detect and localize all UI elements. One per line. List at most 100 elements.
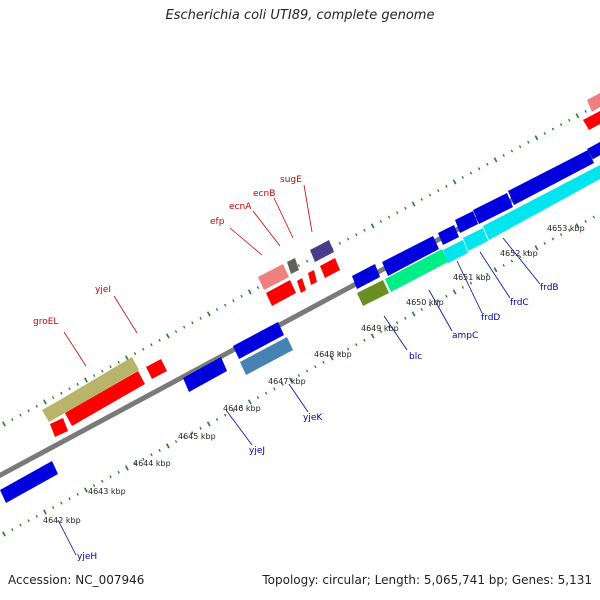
lower-tick-mark — [592, 215, 596, 219]
gene-feature-blc[interactable] — [357, 280, 389, 306]
gene-feature[interactable] — [352, 264, 380, 289]
lower-tick-mark — [420, 307, 423, 311]
upper-tick-mark — [109, 365, 112, 369]
upper-tick-mark — [101, 369, 104, 373]
gene-feature-ecna[interactable] — [297, 278, 306, 293]
lower-tick-mark — [150, 453, 153, 457]
gene-feature[interactable] — [438, 225, 459, 245]
gene-feature[interactable] — [183, 357, 227, 392]
gene-label-ecnb[interactable]: ecnB — [253, 189, 275, 199]
gene-feature[interactable] — [320, 258, 340, 278]
gene-label-blc[interactable]: blc — [409, 352, 422, 362]
upper-tick-mark — [232, 299, 235, 303]
gene-feature-yjek[interactable] — [240, 337, 293, 375]
gene-feature[interactable] — [587, 93, 600, 112]
lower-tick-mark — [469, 281, 473, 285]
gene-label-frdb[interactable]: frdB — [540, 283, 559, 293]
upper-tick-mark — [404, 206, 407, 210]
lower-tick-mark — [191, 431, 194, 435]
gene-feature-suge[interactable] — [310, 240, 334, 262]
lower-tick-mark — [329, 355, 334, 361]
upper-tick-mark — [363, 228, 366, 232]
gene-feature[interactable] — [308, 270, 317, 285]
gene-feature-yjeh[interactable] — [0, 461, 58, 503]
gene-feature[interactable] — [146, 359, 167, 379]
lower-tick-mark — [124, 465, 129, 471]
gene-feature[interactable] — [382, 236, 439, 276]
gene-label-frdc[interactable]: frdC — [510, 298, 529, 308]
gene-label-yjej[interactable]: yjeJ — [249, 446, 265, 456]
gene-feature[interactable] — [65, 371, 145, 426]
lower-tick-mark — [568, 228, 571, 232]
upper-tick-mark — [428, 193, 432, 197]
lower-tick-mark — [183, 435, 186, 439]
gene-feature[interactable] — [455, 211, 478, 233]
upper-tick-mark — [370, 223, 375, 229]
tick-label: 4647 kbp — [268, 377, 306, 386]
tick-labels: 4642 kbp 4643 kbp 4644 kbp 4645 kbp 4646… — [43, 224, 585, 525]
upper-tick-mark — [346, 237, 350, 241]
upper-tick-mark — [215, 308, 219, 312]
upper-tick-mark — [150, 343, 153, 347]
lower-tick-mark — [264, 391, 268, 395]
upper-tick-mark — [338, 241, 342, 245]
gene-label-efp[interactable]: efp — [210, 217, 225, 227]
tick-label: 4651 kbp — [453, 273, 491, 282]
upper-tick-mark — [396, 211, 399, 215]
tick-label: 4652 kbp — [500, 249, 538, 258]
lower-tick-mark — [486, 272, 489, 276]
gene-feature[interactable] — [42, 401, 65, 422]
upper-tick-mark — [437, 189, 440, 193]
upper-tick-mark — [256, 286, 260, 290]
upper-tick-mark — [297, 264, 301, 268]
upper-tick-mark — [158, 338, 161, 342]
lower-tick-mark — [288, 377, 293, 383]
lower-tick-mark — [68, 497, 71, 501]
gene-label-ampc[interactable]: ampC — [452, 331, 478, 341]
genome-backbone — [0, 149, 600, 479]
gene-label-yjek[interactable]: yjeK — [303, 413, 323, 423]
gene-feature-frdd[interactable] — [443, 240, 468, 263]
upper-tick-mark — [43, 399, 47, 405]
upper-tick-mark — [387, 215, 391, 219]
map-title: Escherichia coli UTI89, complete genome — [165, 8, 435, 23]
gene-label-frdd[interactable]: frdD — [481, 313, 500, 323]
gene-feature-ecnb[interactable] — [287, 258, 299, 274]
gene-feature[interactable] — [587, 142, 600, 159]
gene-feature[interactable] — [473, 193, 513, 224]
lower-tick-mark — [404, 316, 407, 320]
gene-label-suge[interactable]: sugE — [280, 175, 302, 185]
gene-label-groel[interactable]: groEL — [33, 317, 58, 327]
gene-feature[interactable] — [266, 280, 296, 306]
label-leaders — [57, 184, 541, 556]
gene-feature-groel[interactable] — [58, 357, 139, 413]
gene-feature-ampc[interactable] — [385, 249, 448, 292]
gene-label-yjei[interactable]: yjeI — [95, 285, 111, 295]
lower-tick-mark — [355, 343, 358, 347]
gene-feature[interactable] — [508, 150, 594, 205]
upper-tick-mark — [27, 409, 30, 413]
gene-label-ecna[interactable]: ecnA — [229, 202, 252, 212]
upper-tick-mark — [461, 175, 464, 179]
gene-feature-yjej[interactable] — [233, 322, 284, 359]
lower-tick-mark — [428, 303, 432, 307]
upper-tick-mark — [191, 321, 194, 325]
gene-label-yjeh[interactable]: yjeH — [77, 552, 97, 562]
lower-tick-mark — [174, 440, 178, 444]
gene-feature-frdc[interactable] — [463, 228, 488, 251]
lower-tick-mark — [445, 294, 448, 298]
forward-features — [42, 93, 600, 437]
lower-tick-mark — [281, 382, 284, 386]
gene-feature-frdb[interactable] — [483, 165, 600, 240]
upper-tick-mark — [502, 153, 505, 157]
gene-feature[interactable] — [50, 418, 68, 437]
upper-tick-mark — [133, 352, 137, 356]
reverse-features — [0, 142, 600, 503]
upper-tick-mark — [518, 145, 522, 149]
gene-feature-efp[interactable] — [258, 264, 289, 290]
lower-tick-mark — [2, 531, 6, 537]
lower-tick-mark — [247, 399, 252, 405]
upper-tick-mark — [469, 171, 473, 175]
gene-feature[interactable] — [583, 111, 600, 130]
